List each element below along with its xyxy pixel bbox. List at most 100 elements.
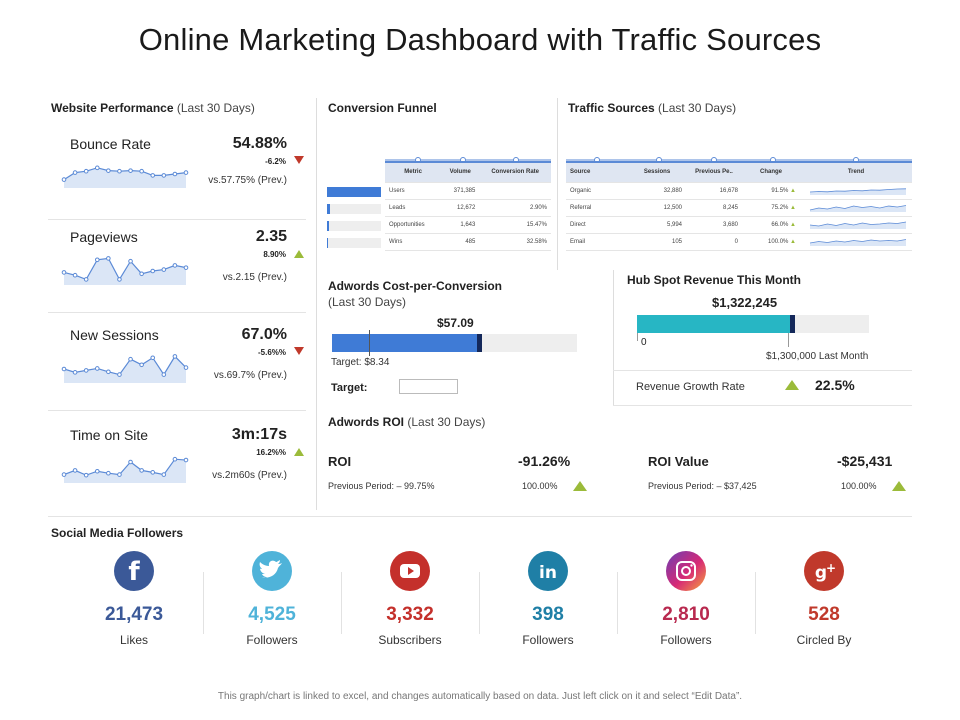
- funnel-metric: Leads: [385, 199, 442, 217]
- traffic-sources-heading: Traffic Sources (Last 30 Days): [568, 101, 737, 115]
- trend-line: [809, 238, 907, 243]
- sparkline-point: [139, 362, 144, 368]
- funnel-volume: 371,385: [441, 182, 480, 200]
- sparkline-area: [64, 356, 186, 383]
- roi-value-up-icon: [892, 481, 906, 491]
- funnel-rate: 32.58%: [479, 233, 551, 251]
- sparkline-point: [139, 271, 144, 277]
- sparkline-point: [117, 168, 122, 174]
- hubspot-zero: 0: [641, 337, 647, 348]
- metric-prev: vs.2.15 (Prev.): [222, 272, 287, 283]
- metric-name: Pageviews: [70, 229, 138, 245]
- traffic-source: Organic: [566, 182, 628, 200]
- growth-up-icon: [785, 380, 799, 390]
- traffic-source: Referral: [566, 199, 628, 217]
- metric-delta: -5.6%%: [257, 348, 286, 357]
- metric-value: 2.35: [255, 228, 287, 245]
- trend-area: [810, 205, 906, 212]
- down-arrow-icon: [294, 347, 304, 355]
- conversion-funnel-chart[interactable]: Metric Volume Conversion Rate Users 371,…: [323, 157, 551, 263]
- sparkline-point: [83, 472, 89, 478]
- social-item-twitter[interactable]: 4,525 Followers: [207, 548, 337, 648]
- sparkline-point: [139, 168, 144, 174]
- twitter-icon[interactable]: [252, 551, 292, 591]
- social-label: Followers: [246, 633, 298, 647]
- funnel-col-rate: Conversion Rate: [479, 161, 551, 183]
- sparkline-point: [83, 168, 89, 174]
- funnel-col-metric: Metric: [385, 161, 442, 183]
- social-item-googleplus[interactable]: g + 528 Circled By: [759, 548, 889, 648]
- funnel-bar: [327, 204, 331, 214]
- traffic-sources-table-wrap[interactable]: Source Sessions Previous Pe.. Change Tre…: [566, 157, 912, 265]
- sparkline-point: [150, 355, 156, 361]
- traffic-previous: 8,245: [686, 199, 742, 217]
- traffic-row: Email 105 0 100.0% ▲: [566, 233, 912, 251]
- funnel-row: Users 371,385: [385, 182, 551, 200]
- metric-prev: vs.2m60s (Prev.): [212, 470, 287, 481]
- divider: [48, 410, 306, 411]
- funnel-metric: Wins: [385, 233, 442, 251]
- sparkline-point: [172, 263, 178, 268]
- divider: [613, 370, 912, 371]
- social-item-facebook[interactable]: f 21,473 Likes: [69, 548, 199, 648]
- divider: [48, 516, 912, 517]
- funnel-volume: 485: [441, 233, 480, 251]
- sparkline-point: [106, 369, 111, 375]
- social-label: Followers: [522, 633, 574, 647]
- sparkline-point: [183, 457, 189, 463]
- social-label: Subscribers: [378, 633, 442, 647]
- hubspot-value: $1,322,245: [712, 295, 778, 310]
- sparkline-point: [72, 272, 78, 278]
- traffic-col-sessions: Sessions: [628, 161, 686, 183]
- divider: [557, 98, 558, 270]
- social-item-youtube[interactable]: 3,332 Subscribers: [345, 548, 475, 648]
- traffic-change-value: 75.2%: [771, 204, 789, 211]
- traffic-previous: 3,680: [686, 216, 742, 234]
- sparkline-point: [72, 468, 78, 473]
- roi-value: -91.26%: [518, 453, 571, 469]
- sparkline-point: [128, 168, 133, 173]
- traffic-source: Email: [566, 233, 628, 251]
- sparkline-point: [72, 170, 78, 175]
- traffic-trend: [800, 233, 912, 251]
- linkedin-icon[interactable]: in: [528, 551, 568, 591]
- adwords-cpc-value: $57.09: [437, 316, 474, 330]
- metric-sparkline: [61, 256, 189, 285]
- funnel-bar-track: [327, 187, 381, 197]
- metric-card: Time on Site 3m:17s 16.2%% vs.2m60s (Pre…: [56, 426, 306, 508]
- sparkline-point: [94, 366, 100, 371]
- sparkline-point: [150, 268, 156, 274]
- adwords-cpc-target-input[interactable]: [399, 379, 458, 394]
- social-item-instagram[interactable]: 2,810 Followers: [621, 548, 751, 648]
- social-item-linkedin[interactable]: in 398 Followers: [483, 548, 613, 648]
- metric-value: 3m:17s: [231, 426, 287, 443]
- sparkline-point: [172, 354, 178, 359]
- metric-delta: 16.2%%: [256, 448, 286, 457]
- adwords-cpc-target-marker: [368, 330, 370, 356]
- social-label: Likes: [119, 633, 148, 647]
- facebook-icon[interactable]: f: [114, 551, 154, 591]
- metric-value: 67.0%: [241, 326, 287, 343]
- up-arrow-icon: ▲: [790, 204, 796, 211]
- traffic-trend-sparkline: [809, 221, 907, 229]
- social-count: 3,332: [386, 604, 434, 625]
- funnel-bar-track: [327, 204, 381, 214]
- instagram-icon[interactable]: [666, 551, 706, 591]
- adwords-cpc-heading: Adwords Cost-per-Conversion (Last 30 Day…: [328, 279, 503, 309]
- traffic-previous: 0: [686, 233, 742, 251]
- traffic-row: Organic 32,880 16,678 91.5% ▲: [566, 182, 912, 200]
- svg-text:in: in: [539, 563, 557, 583]
- funnel-volume: 1,643: [441, 216, 480, 234]
- traffic-trend-sparkline: [809, 187, 907, 195]
- google-plus-icon[interactable]: g +: [804, 551, 844, 591]
- youtube-icon[interactable]: [390, 551, 430, 591]
- metric-sparkline: [61, 165, 189, 188]
- traffic-col-trend: Trend: [800, 161, 912, 183]
- sparkline-point: [183, 265, 189, 270]
- page-title: Online Marketing Dashboard with Traffic …: [138, 22, 822, 57]
- traffic-trend: [800, 182, 912, 200]
- roi-prev: Previous Period: – 99.75%: [328, 481, 435, 491]
- adwords-cpc-progress-cap: [477, 334, 482, 352]
- sparkline-point: [150, 470, 156, 475]
- funnel-bar: [327, 221, 329, 231]
